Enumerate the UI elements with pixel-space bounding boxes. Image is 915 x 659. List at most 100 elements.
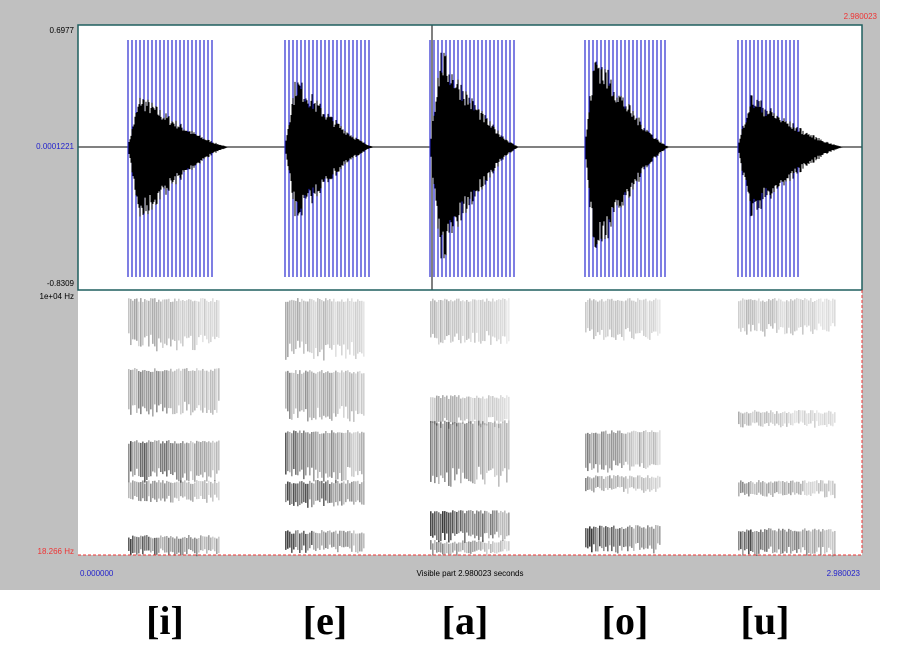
spectral-energy xyxy=(345,432,347,481)
spectral-energy xyxy=(446,511,448,534)
spectral-energy xyxy=(134,481,136,496)
spectral-energy xyxy=(808,481,810,495)
spectral-energy xyxy=(196,368,198,408)
spectral-energy xyxy=(323,483,325,506)
spectral-energy xyxy=(335,530,337,550)
spectral-energy xyxy=(595,526,597,552)
spectral-energy xyxy=(599,476,601,489)
spectral-energy xyxy=(349,372,351,422)
spectral-energy xyxy=(448,422,450,486)
spectral-energy xyxy=(214,368,216,410)
spectral-energy xyxy=(641,527,643,548)
spectral-energy xyxy=(810,410,812,424)
spectral-energy xyxy=(305,370,307,410)
spectral-energy xyxy=(339,372,341,409)
spectral-energy xyxy=(293,430,295,470)
spectral-energy xyxy=(190,537,192,551)
spectral-energy xyxy=(440,398,442,428)
spectral-energy xyxy=(321,370,323,420)
spectral-energy xyxy=(585,528,587,548)
spectral-energy xyxy=(782,412,784,426)
spectral-energy xyxy=(335,301,337,357)
spectral-energy xyxy=(158,480,160,499)
spectral-energy xyxy=(299,370,301,412)
spectral-energy xyxy=(333,483,335,507)
spectral-energy xyxy=(504,298,506,337)
spectral-energy xyxy=(146,481,148,502)
spectral-energy xyxy=(800,410,802,422)
spectral-energy xyxy=(643,478,645,493)
spectral-energy xyxy=(317,431,319,479)
spectral-energy xyxy=(738,411,740,425)
spectral-energy xyxy=(337,301,339,345)
spectral-energy xyxy=(738,482,740,497)
spectrogram xyxy=(128,298,836,557)
spectral-energy xyxy=(196,538,198,557)
spectral-energy xyxy=(194,443,196,482)
spectral-energy xyxy=(595,475,597,488)
spectral-energy xyxy=(794,482,796,495)
spectral-energy xyxy=(476,300,478,333)
spectral-energy xyxy=(321,300,323,350)
spectral-energy xyxy=(136,368,138,413)
spectral-energy xyxy=(128,537,130,551)
spectral-energy xyxy=(325,298,327,346)
spectral-energy xyxy=(305,301,307,345)
spectral-energy xyxy=(601,525,603,549)
spectral-energy xyxy=(303,482,305,503)
spectral-energy xyxy=(178,443,180,482)
spectral-energy xyxy=(319,299,321,353)
spectral-energy xyxy=(746,529,748,550)
spectral-energy xyxy=(796,481,798,494)
spectral-energy xyxy=(446,395,448,421)
spectral-energy xyxy=(440,542,442,553)
spectral-energy xyxy=(331,430,333,478)
spectral-energy xyxy=(196,440,198,476)
spectral-energy xyxy=(635,525,637,544)
spectral-energy xyxy=(796,410,798,423)
spectral-energy xyxy=(154,368,156,405)
spectral-energy xyxy=(816,299,818,331)
spectral-energy xyxy=(140,298,142,347)
spectral-energy xyxy=(339,530,341,546)
spectral-energy xyxy=(480,398,482,428)
spectral-energy xyxy=(138,442,140,477)
spectral-energy xyxy=(454,300,456,337)
spectral-energy xyxy=(651,301,653,333)
spectral-energy xyxy=(186,368,188,411)
spectral-energy xyxy=(192,442,194,481)
spectral-energy xyxy=(162,480,164,499)
spectral-energy xyxy=(820,413,822,426)
spectral-energy xyxy=(303,530,305,546)
spectral-energy xyxy=(331,482,333,503)
spectral-energy xyxy=(615,300,617,340)
spectral-energy xyxy=(321,530,323,546)
spectral-energy xyxy=(430,397,432,423)
spectral-energy xyxy=(788,411,790,424)
spectral-energy xyxy=(635,431,637,465)
spectral-energy xyxy=(778,298,780,330)
spectral-energy xyxy=(456,298,458,334)
spectral-energy xyxy=(442,395,444,422)
spectral-energy xyxy=(772,530,774,554)
spectral-energy xyxy=(333,531,335,547)
spectral-energy xyxy=(766,411,768,424)
spectral-energy xyxy=(496,397,498,421)
spectral-energy xyxy=(166,535,168,553)
spectral-energy xyxy=(188,535,190,550)
spectral-energy xyxy=(619,430,621,464)
spectral-energy xyxy=(647,432,649,468)
spectral-energy xyxy=(442,543,444,555)
vowel-label: [e] xyxy=(303,598,347,643)
spectral-energy xyxy=(746,299,748,335)
spectral-energy xyxy=(434,397,436,425)
spectral-energy xyxy=(482,421,484,480)
spectral-energy xyxy=(470,421,472,482)
spectral-energy xyxy=(130,482,132,499)
spectral-energy xyxy=(653,528,655,554)
spectral-energy xyxy=(814,528,816,554)
spectral-energy xyxy=(784,411,786,424)
spectral-energy xyxy=(448,543,450,555)
spectral-energy xyxy=(170,536,172,552)
wave-mid: 0.0001221 xyxy=(36,142,74,151)
